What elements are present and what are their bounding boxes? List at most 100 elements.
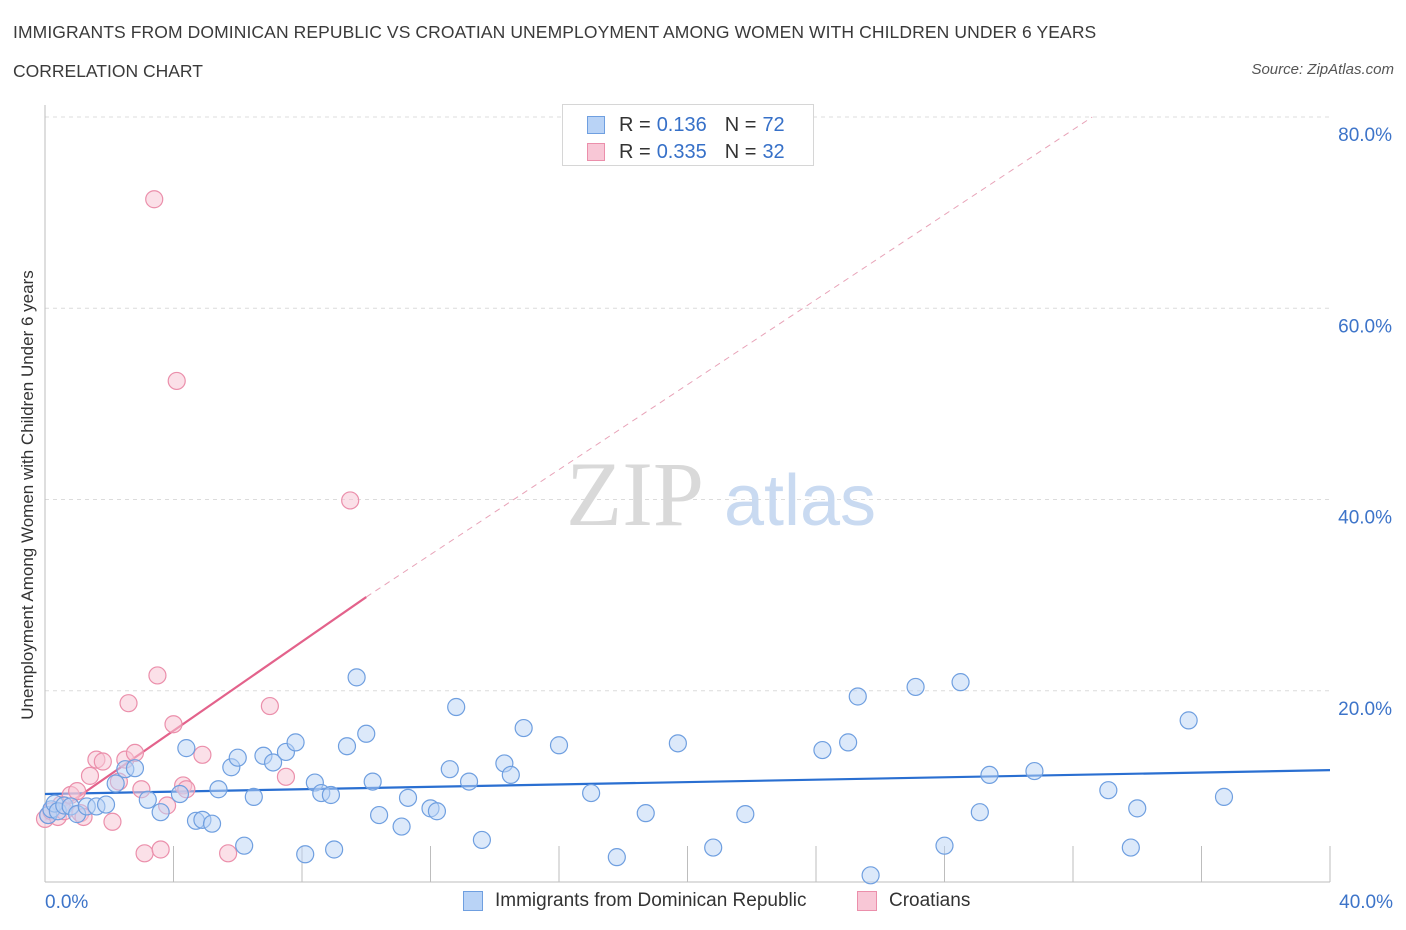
dominican-point <box>151 803 170 822</box>
dominican-point <box>263 753 283 772</box>
croatians-point <box>135 844 154 863</box>
dominican-point <box>321 785 341 805</box>
croatians-point <box>145 190 164 209</box>
dominican-point <box>286 733 305 752</box>
legend-row-croatians: R = 0.335 N = 32 <box>587 140 791 164</box>
dominican-point <box>935 836 954 855</box>
chart-title: IMMIGRANTS FROM DOMINICAN REPUBLIC VS CR… <box>13 22 1097 42</box>
r-value-dominican: 0.136 <box>656 113 707 136</box>
dominican-point <box>636 804 655 823</box>
dominican-point <box>1025 761 1044 781</box>
source-label: Source: ZipAtlas.com <box>1251 61 1394 78</box>
croatians-point <box>93 752 112 771</box>
dominican-point <box>125 759 145 778</box>
tick-labels: 20.0% 40.0% 60.0% 80.0% 0.0% 40.0% <box>45 125 1393 913</box>
dominican-point <box>370 805 389 825</box>
x-tick-label: 0.0% <box>45 892 88 913</box>
dominican-point <box>951 673 970 692</box>
dominican-point <box>325 840 344 859</box>
legend-item-croatians[interactable]: Croatians <box>857 890 970 912</box>
dominican-points <box>39 668 1234 885</box>
dominican-point <box>861 866 880 885</box>
dominican-point <box>980 765 999 785</box>
croatians-point <box>276 767 296 786</box>
legend-row-dominican: R = 0.136 N = 72 <box>587 113 791 137</box>
dominican-point <box>427 802 447 821</box>
legend-label-croatians: Croatians <box>889 890 971 911</box>
croatians-point <box>80 766 100 785</box>
dominican-point <box>363 772 382 791</box>
n-value-croatians: 32 <box>762 140 785 163</box>
dominican-point <box>549 736 569 755</box>
dominican-point <box>357 724 376 743</box>
dominican-point <box>296 845 315 864</box>
croatians-trend-line <box>44 596 367 821</box>
dominican-point <box>244 787 263 806</box>
croatians-point <box>103 812 122 831</box>
dominican-point <box>177 739 196 758</box>
dominican-point <box>202 814 222 833</box>
dominican-point <box>514 718 533 738</box>
dominican-point <box>970 803 989 822</box>
croatians-point <box>119 694 138 713</box>
dominican-point <box>813 740 832 760</box>
dominican-point <box>440 760 459 779</box>
y-tick-label: 40.0% <box>1338 508 1392 529</box>
y-tick-label: 80.0% <box>1338 125 1392 146</box>
n-value-dominican: 72 <box>762 113 785 136</box>
croatians-point <box>167 371 186 391</box>
dominican-point <box>398 788 418 807</box>
dominican-point <box>906 677 925 697</box>
dominican-point <box>472 830 491 850</box>
dominican-point <box>501 765 520 785</box>
dominican-point <box>96 795 116 814</box>
dominican-point <box>668 734 687 753</box>
dominican-point <box>106 774 125 793</box>
legend-item-dominican[interactable]: Immigrants from Dominican Republic <box>463 890 807 912</box>
dominican-point <box>447 697 466 717</box>
chart-subtitle: CORRELATION CHART <box>13 61 203 81</box>
croatians-points <box>35 190 360 863</box>
dominican-point <box>582 783 601 803</box>
dominican-point <box>704 838 723 857</box>
croatians-point <box>219 844 238 863</box>
dominican-point <box>1179 711 1198 730</box>
croatians-point <box>164 715 183 734</box>
croatians-trend-extension <box>365 116 1093 598</box>
series-legend: Immigrants from Dominican Republic Croat… <box>0 890 1406 914</box>
n-label: N = <box>724 113 757 136</box>
dominican-point <box>228 748 247 767</box>
dominican-point <box>235 836 254 855</box>
dominican-point <box>839 733 858 752</box>
dominican-point <box>392 817 411 836</box>
y-tick-label: 60.0% <box>1338 316 1392 337</box>
gridlines <box>45 116 1330 692</box>
r-value-croatians: 0.335 <box>656 140 707 163</box>
dominican-point <box>1099 781 1118 800</box>
legend-label-dominican: Immigrants from Dominican Republic <box>495 890 807 911</box>
dominican-point <box>138 790 157 809</box>
dominican-point <box>1128 799 1147 818</box>
dominican-point <box>170 784 190 804</box>
legend-swatch-blue <box>463 891 483 911</box>
dominican-point <box>736 805 755 824</box>
dominican-point <box>459 772 479 791</box>
y-axis-label: Unemployment Among Women with Children U… <box>18 270 37 719</box>
y-tick-label: 20.0% <box>1338 699 1392 720</box>
watermark-zip: ZIP <box>566 443 704 545</box>
n-label: N = <box>724 140 757 163</box>
dominican-point <box>607 848 626 867</box>
dominican-point <box>337 737 357 756</box>
x-tick-label: 40.0% <box>1339 892 1393 913</box>
legend-swatch-pink <box>857 891 877 911</box>
r-label: R = <box>619 113 651 136</box>
croatians-point <box>125 743 145 763</box>
croatians-point <box>68 782 87 801</box>
dominican-point <box>347 668 366 687</box>
dominican-point <box>209 780 228 799</box>
dominican-point <box>1214 787 1234 806</box>
dominican-trend-line <box>44 769 1331 796</box>
axes <box>44 105 1331 883</box>
croatians-point <box>341 491 360 510</box>
